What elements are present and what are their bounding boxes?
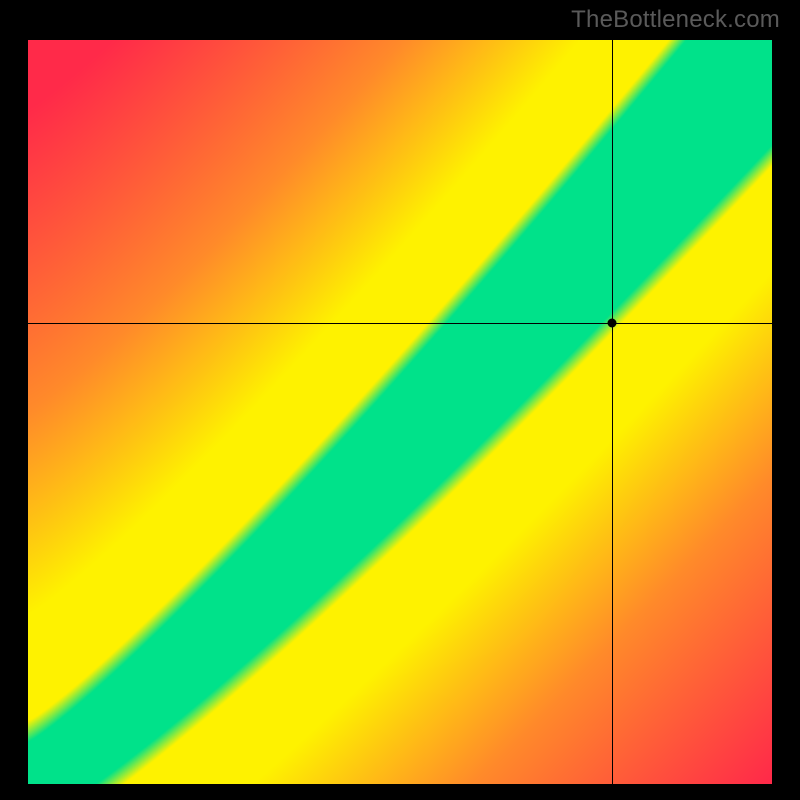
watermark-text: TheBottleneck.com: [571, 6, 780, 34]
crosshair-point: [608, 318, 617, 327]
bottleneck-heatmap-plot: [28, 40, 772, 784]
heatmap-canvas: [28, 40, 772, 784]
crosshair-vertical-line: [612, 40, 613, 784]
crosshair-horizontal-line: [28, 323, 772, 324]
